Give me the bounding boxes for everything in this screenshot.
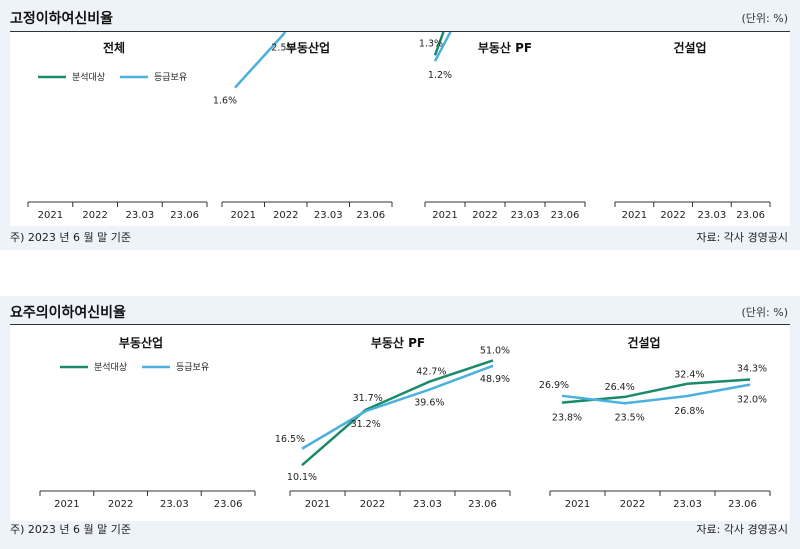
section2-footnote: 주) 2023 년 6 월 말 기준 xyxy=(10,523,131,536)
data-label: 51.0% xyxy=(480,345,510,356)
x-tick-label: 23.06 xyxy=(214,499,243,510)
data-label: 31.7% xyxy=(353,393,383,404)
x-tick-label: 23.06 xyxy=(356,210,385,221)
x-tick-label: 23.06 xyxy=(551,210,580,221)
x-tick-label: 23.03 xyxy=(126,210,155,221)
data-label: 10.1% xyxy=(287,472,317,483)
x-tick-label: 2022 xyxy=(108,499,133,510)
data-label: 23.5% xyxy=(615,412,645,423)
data-label: 1.3% xyxy=(419,38,443,49)
x-tick-label: 23.06 xyxy=(736,210,765,221)
x-tick-label: 23.03 xyxy=(698,210,727,221)
panel-title: 부동산 PF xyxy=(478,40,532,55)
series-line-holding xyxy=(301,364,494,450)
x-tick-label: 23.06 xyxy=(728,499,757,510)
legend-label-target: 분석대상 xyxy=(72,72,105,83)
data-label: 23.8% xyxy=(552,413,582,424)
data-label: 32.4% xyxy=(674,370,704,381)
x-tick-label: 23.03 xyxy=(160,499,189,510)
series-line-holding xyxy=(561,383,751,405)
x-tick-label: 2022 xyxy=(273,210,298,221)
x-tick-label: 23.03 xyxy=(511,210,540,221)
x-tick-label: 2022 xyxy=(660,210,685,221)
section2-unit: (단위: %) xyxy=(741,306,788,319)
x-tick-label: 2021 xyxy=(622,210,647,221)
data-label: 32.0% xyxy=(737,395,767,406)
section-fixed-below: 고정이하여신비율 (단위: %) 전체2021202223.0323.063.4… xyxy=(0,0,800,250)
series-line-target xyxy=(301,359,494,467)
data-label: 1.6% xyxy=(213,96,237,107)
legend-label-target: 분석대상 xyxy=(94,362,127,373)
x-tick-label: 23.06 xyxy=(468,499,497,510)
data-label: 39.6% xyxy=(414,398,444,409)
x-tick-label: 2022 xyxy=(620,499,645,510)
section2-chart-area: 부동산업2021202223.0323.0624.6%25.9%33.9%41.… xyxy=(10,0,790,521)
data-label: 2.5% xyxy=(271,43,295,54)
section1-footnote: 주) 2023 년 6 월 말 기준 xyxy=(10,231,131,244)
legend-label-holding: 등급보유 xyxy=(154,72,187,83)
section2-charts: 부동산업2021202223.0323.0624.6%25.9%33.9%41.… xyxy=(37,0,771,510)
panel-title: 건설업 xyxy=(673,40,706,55)
data-label: 26.9% xyxy=(539,380,569,391)
x-tick-label: 2022 xyxy=(82,210,107,221)
panel-title: 부동산업 xyxy=(119,335,163,350)
section1-unit: (단위: %) xyxy=(741,12,788,25)
x-tick-label: 2021 xyxy=(305,499,330,510)
series-line-holding xyxy=(234,0,307,89)
x-tick-label: 2021 xyxy=(38,210,63,221)
panel-title: 부동산업 xyxy=(286,40,330,55)
panel-title: 부동산 PF xyxy=(371,335,425,350)
x-tick-label: 2021 xyxy=(231,210,256,221)
panel-title: 전체 xyxy=(103,40,125,55)
section2-source: 자료: 각사 경영공시 xyxy=(696,523,788,536)
section1-chart-area: 전체2021202223.0323.063.4%4.1%5.8%6.8%4.0%… xyxy=(10,0,790,226)
section2-title: 요주의이하여신비율 xyxy=(10,305,126,321)
x-tick-label: 23.06 xyxy=(170,210,199,221)
x-tick-label: 23.03 xyxy=(673,499,702,510)
section1-source: 자료: 각사 경영공시 xyxy=(696,231,788,244)
x-tick-label: 2021 xyxy=(54,499,79,510)
data-label: 48.9% xyxy=(480,374,510,385)
data-label: 31.2% xyxy=(351,419,381,430)
section1-charts: 전체2021202223.0323.063.4%4.1%5.8%6.8%4.0%… xyxy=(27,0,771,221)
data-label: 26.8% xyxy=(674,406,704,417)
x-tick-label: 2021 xyxy=(565,499,590,510)
data-label: 26.4% xyxy=(605,382,635,393)
x-tick-label: 2022 xyxy=(472,210,497,221)
panel-title: 건설업 xyxy=(627,335,660,350)
legend-label-holding: 등급보유 xyxy=(176,362,209,373)
data-label: 1.2% xyxy=(428,70,452,81)
data-label: 42.7% xyxy=(416,367,446,378)
data-label: 34.3% xyxy=(737,364,767,375)
x-tick-label: 23.03 xyxy=(413,499,442,510)
x-tick-label: 2022 xyxy=(360,499,385,510)
data-label: 16.5% xyxy=(275,434,305,445)
x-tick-label: 2021 xyxy=(432,210,457,221)
section1-title: 고정이하여신비율 xyxy=(10,11,114,27)
x-tick-label: 23.03 xyxy=(314,210,343,221)
